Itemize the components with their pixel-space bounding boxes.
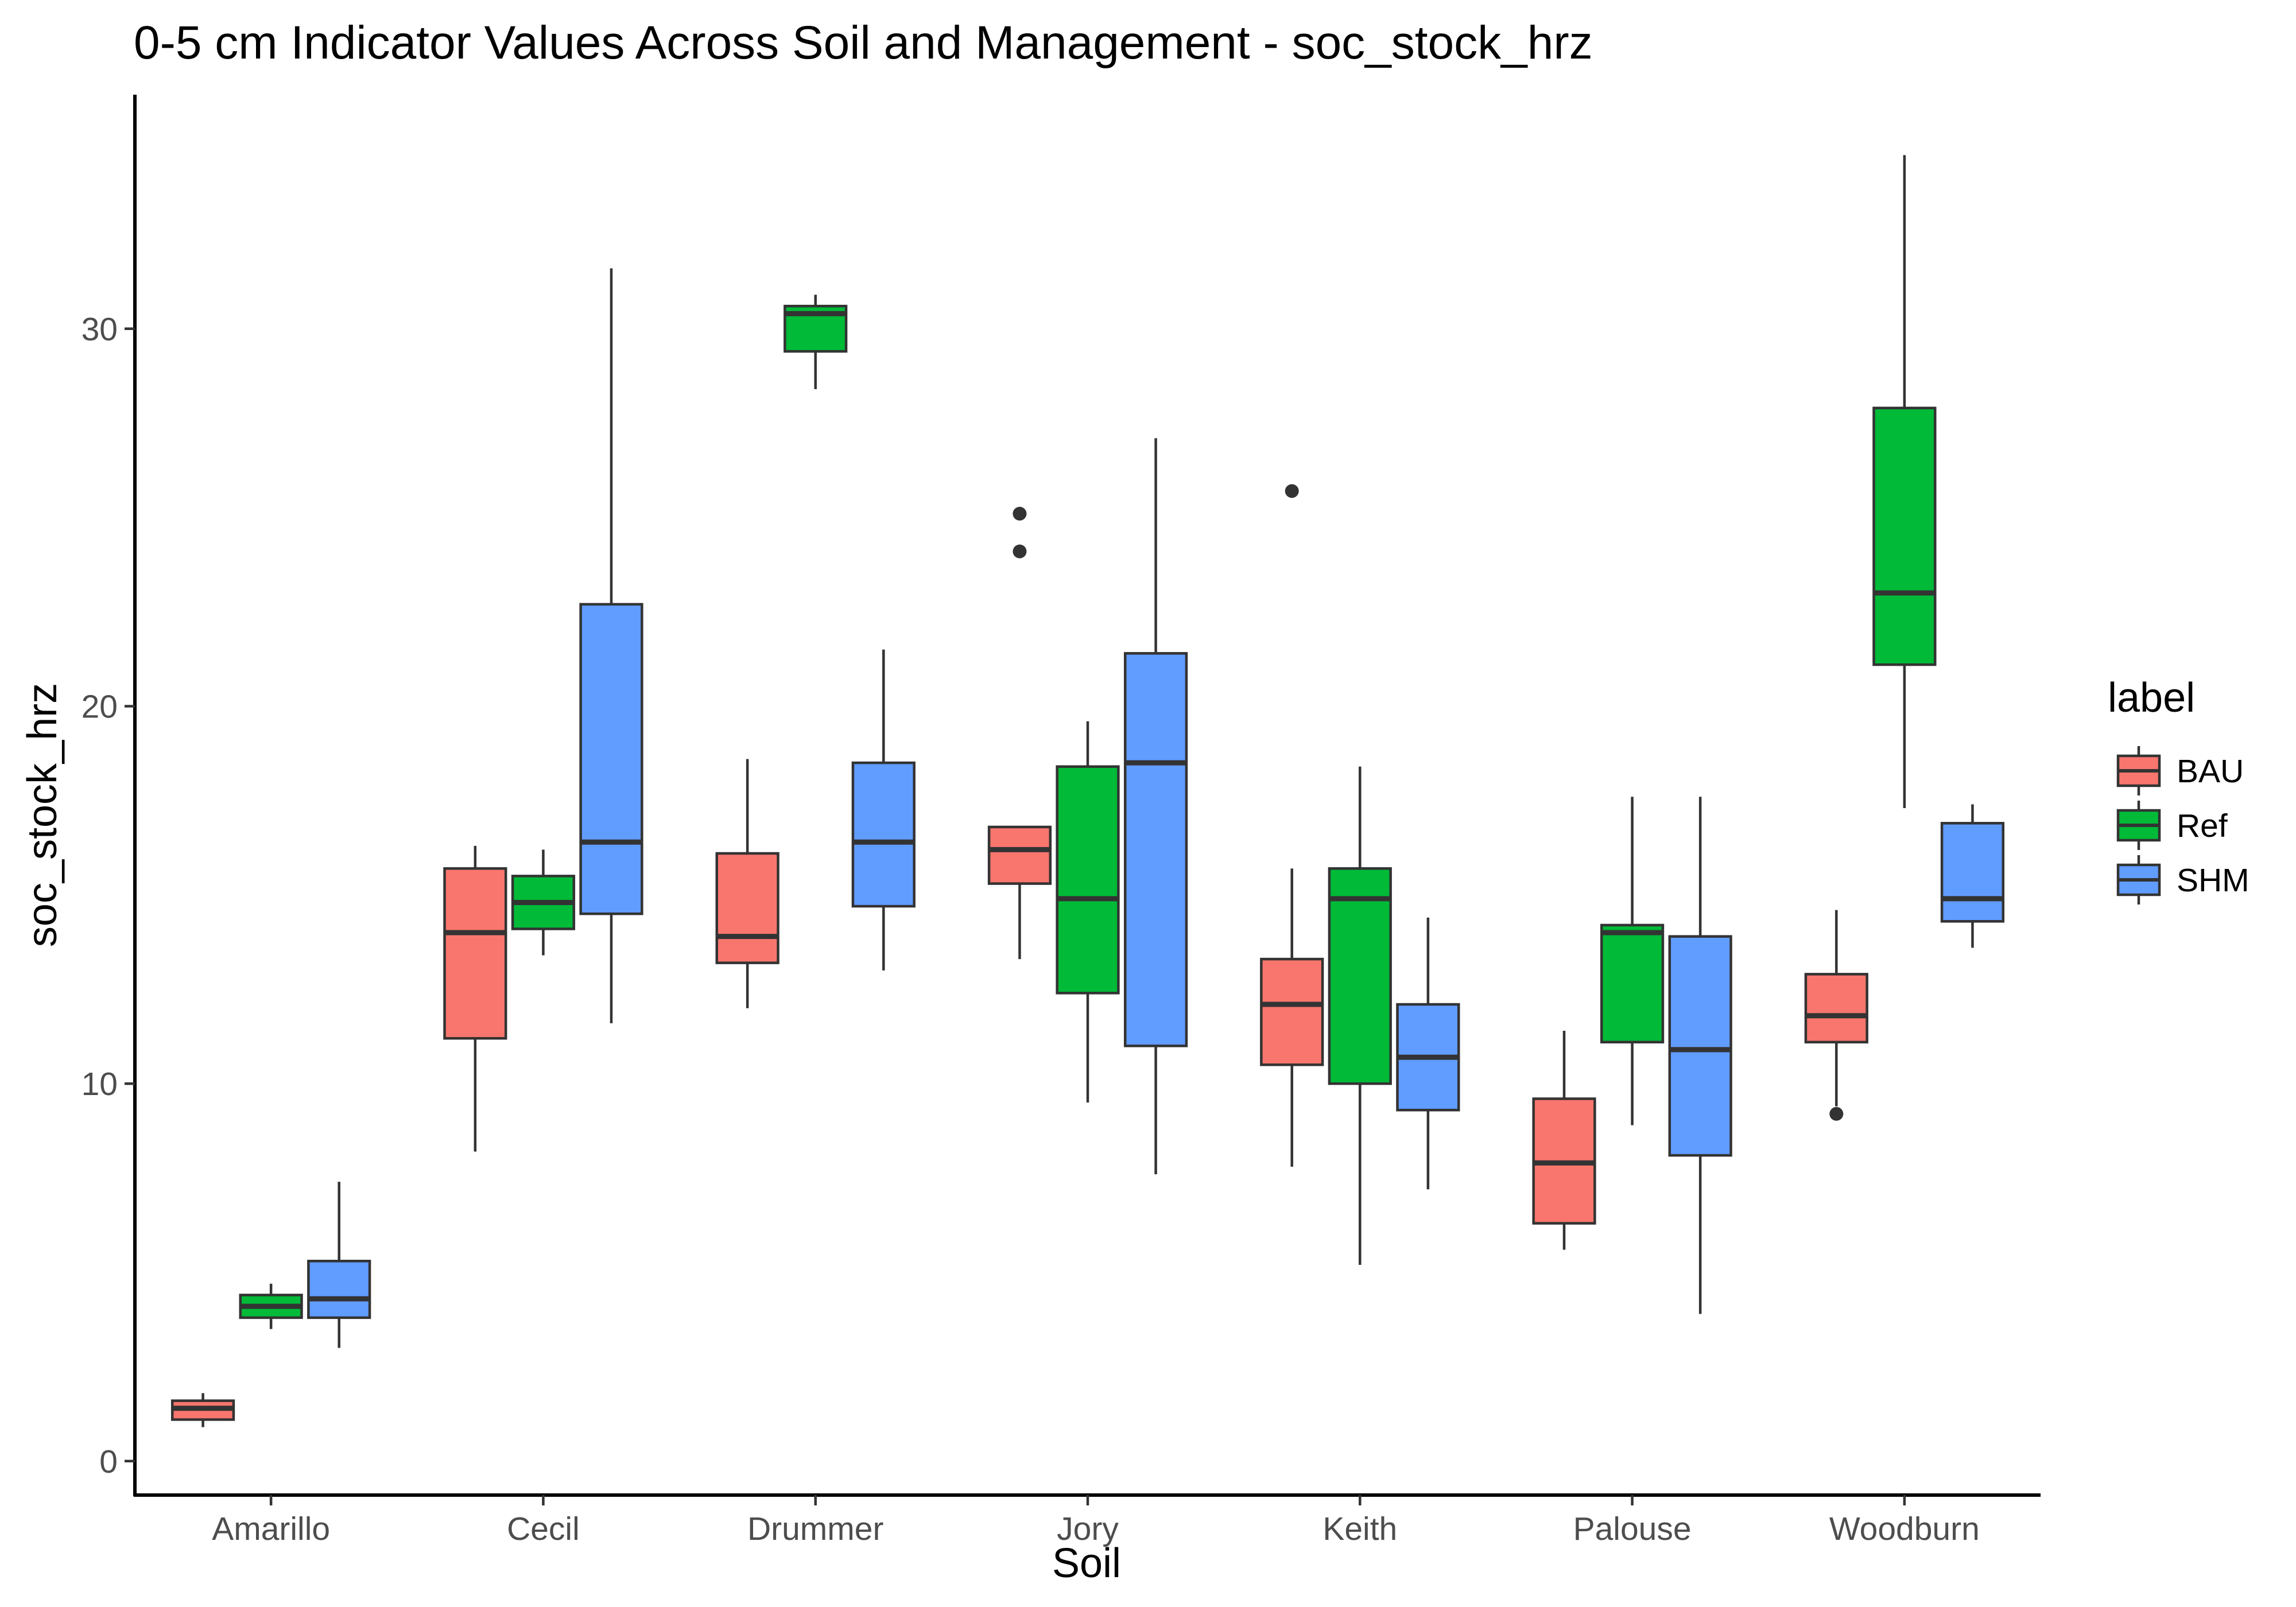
- outlier-point: [1013, 507, 1027, 521]
- outlier-point: [1285, 484, 1299, 498]
- legend-title: label: [2108, 675, 2195, 721]
- y-tick-label: 0: [99, 1443, 118, 1480]
- y-axis: 0 10 20 30: [82, 95, 137, 1496]
- box-bau-cecil: [443, 845, 507, 1152]
- legend-label: BAU: [2177, 753, 2244, 790]
- box-body: [1260, 957, 1324, 1066]
- x-axis: Amarillo Cecil Drummer Jory Keith Palouse Wood…: [134, 1493, 2041, 1547]
- outlier-point: [1013, 544, 1027, 558]
- legend: label BAU Ref SHM: [2108, 675, 2250, 905]
- box-ref-amarillo: [239, 1283, 303, 1329]
- box-shm-cecil: [579, 268, 643, 1023]
- box-bau-drummer: [715, 759, 779, 1008]
- box-body: [1872, 406, 1937, 666]
- box-bau-amarillo: [170, 1393, 235, 1427]
- box-body: [1056, 765, 1120, 995]
- box-body: [1940, 822, 2005, 923]
- box-body: [1804, 973, 1868, 1044]
- legend-label: Ref: [2177, 808, 2228, 844]
- x-tick-label: Drummer: [747, 1511, 884, 1547]
- box-shm-drummer: [851, 649, 916, 971]
- box-body: [1123, 652, 1188, 1047]
- box-ref-drummer: [784, 294, 848, 389]
- box-ref-cecil: [511, 849, 576, 956]
- y-axis-title: soc_stock_hrz: [20, 683, 65, 947]
- x-axis-title: Soil: [1052, 1540, 1121, 1586]
- box-shm-jory: [1123, 438, 1188, 1174]
- box-body: [987, 825, 1052, 885]
- box-shm-palouse: [1668, 797, 1732, 1314]
- box-body: [715, 852, 779, 964]
- plot-panel: [170, 155, 2005, 1427]
- box-bau-jory: [987, 507, 1052, 960]
- x-tick-label: Woodburn: [1829, 1511, 1980, 1547]
- box-bau-keith: [1260, 484, 1324, 1167]
- y-tick-label: 20: [82, 688, 118, 725]
- box-body: [579, 603, 643, 915]
- box-body: [1328, 867, 1392, 1085]
- box-ref-palouse: [1600, 797, 1665, 1125]
- y-tick-label: 10: [82, 1066, 118, 1103]
- box-ref-keith: [1328, 766, 1392, 1265]
- box-shm-woodburn: [1940, 804, 2005, 948]
- y-tick-label: 30: [82, 311, 118, 348]
- box-body: [443, 867, 507, 1040]
- box-body: [1600, 923, 1665, 1044]
- box-body: [307, 1259, 371, 1319]
- x-tick-label: Cecil: [507, 1511, 580, 1547]
- legend-item-ref: Ref: [2116, 801, 2228, 850]
- legend-item-shm: SHM: [2116, 855, 2250, 905]
- outlier-point: [1829, 1107, 1844, 1121]
- box-bau-woodburn: [1804, 910, 1868, 1121]
- box-bau-palouse: [1532, 1031, 1596, 1250]
- box-shm-amarillo: [307, 1182, 371, 1348]
- x-tick-label: Palouse: [1573, 1511, 1692, 1547]
- box-ref-woodburn: [1872, 155, 1937, 809]
- box-shm-keith: [1396, 917, 1460, 1190]
- box-body: [1668, 935, 1732, 1157]
- box-ref-jory: [1056, 721, 1120, 1103]
- legend-label: SHM: [2177, 862, 2250, 899]
- x-tick-label: Jory: [1057, 1511, 1119, 1547]
- box-body: [851, 761, 916, 908]
- legend-item-bau: BAU: [2116, 746, 2244, 795]
- x-tick-label: Keith: [1322, 1511, 1397, 1547]
- chart-title: 0-5 cm Indicator Values Across Soil and …: [134, 17, 1593, 69]
- x-tick-label: Amarillo: [212, 1511, 330, 1547]
